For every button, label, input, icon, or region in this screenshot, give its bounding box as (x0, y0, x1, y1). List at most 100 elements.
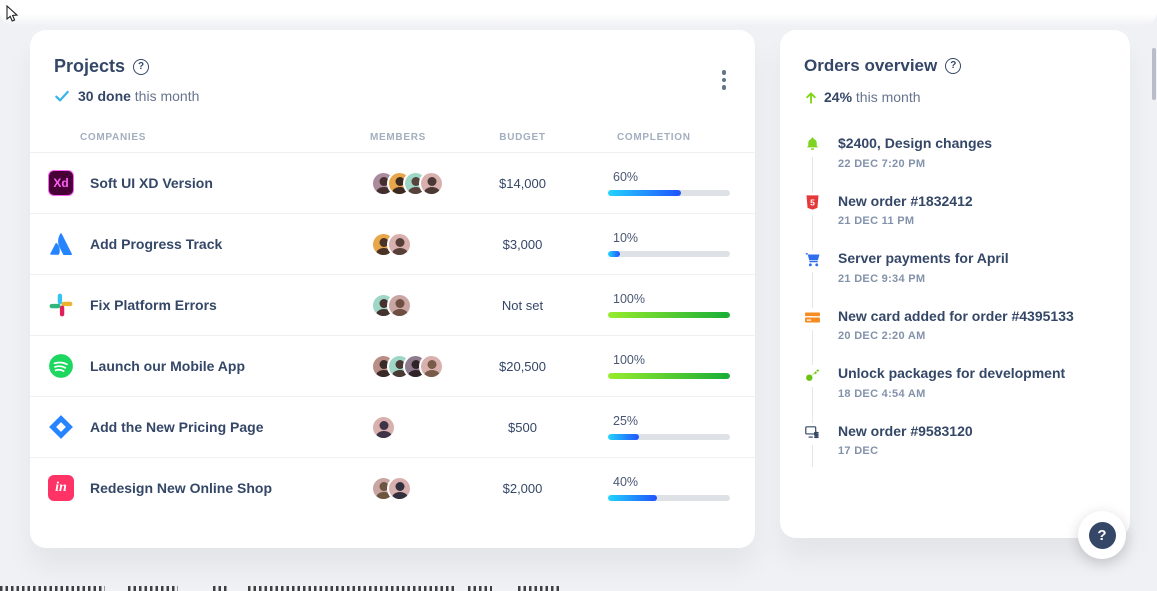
order-timestamp: 18 DEC 4:54 AM (838, 387, 926, 400)
table-row: Add Progress Track $3,000 10% (30, 213, 755, 274)
svg-text:5: 5 (810, 197, 815, 207)
project-name: Launch our Mobile App (90, 358, 246, 374)
arrow-up-icon (804, 90, 818, 105)
cart-icon (804, 251, 821, 268)
progress-bar (608, 190, 730, 196)
bell-icon (804, 136, 821, 153)
projects-help-icon[interactable]: ? (133, 58, 150, 75)
html5-icon: 5 (804, 194, 821, 211)
kebab-menu-icon[interactable] (715, 70, 733, 90)
project-name: Redesign New Online Shop (90, 480, 273, 496)
scrollbar (1150, 0, 1157, 591)
growth-rest: this month (855, 89, 921, 105)
table-row: Add the New Pricing Page $500 25% (30, 396, 755, 457)
orders-help-icon[interactable]: ? (945, 58, 962, 74)
jira-icon (48, 414, 74, 440)
member-avatar (371, 414, 396, 440)
member-avatar (419, 170, 444, 196)
member-avatar (387, 292, 412, 318)
adobe-xd-icon: Xd (48, 170, 74, 196)
projects-table: Companies Members Budget Completion Xd So… (30, 122, 755, 518)
project-name: Add Progress Track (90, 236, 223, 252)
budget-value: $20,500 (499, 358, 546, 374)
timeline-item: 5 New order #1832412 21 DEC 11 PM (804, 193, 1106, 251)
completion-percent: 10% (613, 231, 639, 245)
projects-card: Projects ? 30 done this month Companies … (30, 30, 755, 548)
members-avatar-group (370, 292, 460, 318)
order-title: New card added for order #4395133 (838, 307, 1074, 324)
order-title: Server payments for April (838, 250, 1009, 266)
growth-percent: 24% (824, 89, 853, 105)
column-header-completion: Completion (617, 131, 691, 143)
member-avatar (419, 353, 444, 379)
clipped-footer-glyphs (0, 586, 105, 591)
clipped-footer-glyphs (518, 586, 560, 591)
timeline-item: $2400, Design changes 22 DEC 7:20 PM (804, 135, 1106, 193)
progress-bar (608, 312, 730, 318)
progress-bar (608, 495, 730, 501)
clipped-footer-glyphs (468, 586, 492, 591)
atlassian-icon (48, 231, 74, 257)
table-row: Fix Platform Errors Not set 100% (30, 274, 755, 335)
completion-percent: 40% (613, 475, 639, 489)
money-icon (804, 424, 821, 441)
invision-icon: in (48, 475, 74, 501)
table-row: Launch our Mobile App $20,500 100% (30, 335, 755, 396)
column-header-companies: Companies (80, 131, 147, 143)
members-avatar-group (370, 353, 460, 379)
table-row: Xd Soft UI XD Version $14,000 60% (30, 152, 755, 213)
budget-value: $500 (508, 419, 537, 435)
projects-card-title: Projects (54, 56, 126, 76)
order-timestamp: 22 DEC 7:20 PM (838, 157, 926, 170)
orders-timeline: $2400, Design changes 22 DEC 7:20 PM 5 New … (780, 135, 1130, 467)
order-title: $2400, Design changes (838, 135, 993, 151)
order-title: New order #9583120 (838, 422, 973, 439)
clipped-footer-glyphs (213, 586, 228, 591)
mouse-cursor (6, 4, 22, 28)
order-timestamp: 20 DEC 2:20 AM (838, 330, 926, 342)
orders-card-title: Orders overview (804, 56, 938, 75)
done-rest: this month (134, 88, 200, 104)
project-name: Add the New Pricing Page (90, 419, 264, 435)
budget-value: $2,000 (502, 480, 543, 496)
budget-value: Not set (501, 297, 544, 313)
order-title: Unlock packages for development (838, 365, 1066, 381)
project-name: Soft UI XD Version (90, 175, 213, 191)
project-name: Fix Platform Errors (90, 297, 217, 313)
slack-icon (48, 292, 74, 318)
timeline-item: Server payments for April 21 DEC 9:34 PM (804, 250, 1106, 308)
progress-bar (608, 434, 730, 440)
done-count: 30 done (78, 88, 131, 104)
completion-percent: 100% (613, 353, 645, 367)
projects-table-body: Xd Soft UI XD Version $14,000 60% Add Progre… (30, 152, 755, 518)
budget-value: $14,000 (499, 175, 546, 191)
progress-bar (608, 251, 730, 257)
column-header-members: Members (370, 131, 427, 143)
spotify-icon (48, 353, 74, 379)
column-header-budget: Budget (499, 131, 546, 143)
progress-bar (608, 373, 730, 379)
credit-card-icon (804, 309, 821, 326)
clipped-footer-glyphs (128, 586, 178, 591)
orders-overview-card: Orders overview ? 24% this month $2400, … (780, 30, 1130, 538)
members-avatar-group (370, 475, 460, 501)
timeline-item: New order #9583120 17 DEC (804, 423, 1106, 468)
members-avatar-group (370, 414, 460, 440)
member-avatar (387, 475, 412, 501)
check-icon (54, 88, 70, 104)
order-timestamp: 21 DEC 11 PM (838, 215, 915, 227)
scrollbar-thumb[interactable] (1152, 48, 1156, 100)
key-icon (804, 366, 821, 383)
members-avatar-group (370, 170, 460, 196)
navbar-remnant (0, 0, 1157, 26)
clipped-footer-glyphs (248, 586, 455, 591)
floating-help-button[interactable]: ? (1078, 511, 1126, 559)
budget-value: $3,000 (502, 236, 543, 252)
member-avatar (387, 231, 412, 257)
timeline-item: Unlock packages for development 18 DEC 4:… (804, 365, 1106, 423)
order-title: New order #1832412 (838, 192, 973, 209)
completion-percent: 100% (613, 292, 645, 306)
timeline-item: New card added for order #4395133 20 DEC … (804, 308, 1106, 366)
table-row: in Redesign New Online Shop $2,000 40% (30, 457, 755, 518)
order-timestamp: 17 DEC (838, 445, 879, 457)
